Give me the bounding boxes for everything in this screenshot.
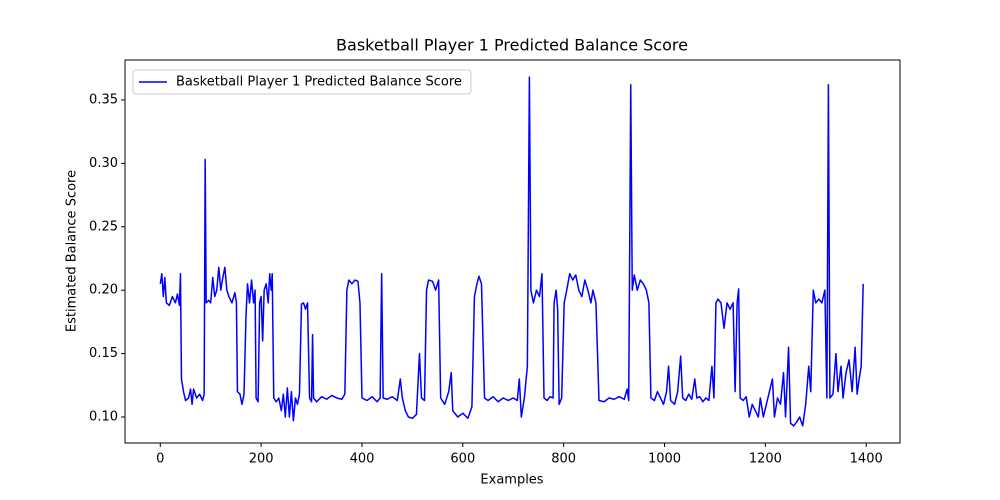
y-tick-label: 0.10 xyxy=(89,410,118,425)
x-tick-label: 1000 xyxy=(648,452,681,467)
legend-box xyxy=(132,69,472,95)
x-axis-label: Examples xyxy=(480,473,543,488)
x-tick-label: 200 xyxy=(249,452,274,467)
data-line xyxy=(159,76,864,427)
y-tick-label: 0.15 xyxy=(89,346,118,361)
y-axis-label: Estimated Balance Score xyxy=(65,170,80,332)
x-tick-label: 1400 xyxy=(850,452,883,467)
x-tick-label: 0 xyxy=(156,452,164,467)
chart-title: Basketball Player 1 Predicted Balance Sc… xyxy=(336,36,688,55)
plot-frame xyxy=(124,59,901,444)
legend-label: Basketball Player 1 Predicted Balance Sc… xyxy=(176,75,462,90)
y-tick-label: 0.20 xyxy=(89,283,118,298)
y-tick-label: 0.25 xyxy=(89,219,118,234)
x-tick-label: 600 xyxy=(450,452,475,467)
y-tick-label: 0.30 xyxy=(89,156,118,171)
x-tick-label: 800 xyxy=(551,452,576,467)
x-tick-label: 1200 xyxy=(749,452,782,467)
y-tick-label: 0.35 xyxy=(89,92,118,107)
x-tick-label: 400 xyxy=(350,452,375,467)
